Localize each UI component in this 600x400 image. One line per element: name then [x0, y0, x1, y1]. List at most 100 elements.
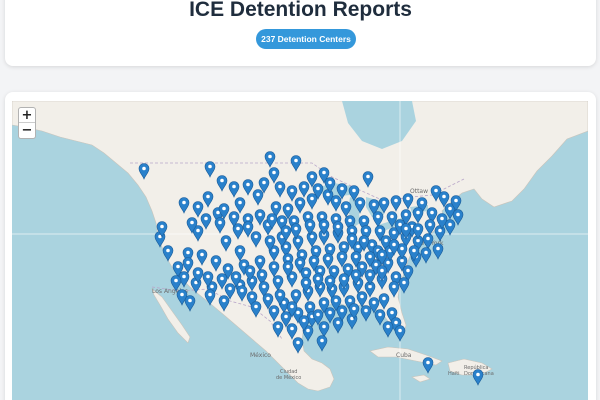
detention-center-marker[interactable]	[172, 261, 184, 278]
detention-center-marker[interactable]	[186, 217, 198, 234]
detention-center-marker[interactable]	[408, 245, 420, 262]
detention-center-marker[interactable]	[294, 197, 306, 214]
detention-center-marker[interactable]	[272, 275, 284, 292]
detention-center-marker[interactable]	[286, 323, 298, 340]
detention-center-marker[interactable]	[306, 171, 318, 188]
detention-center-marker[interactable]	[204, 161, 216, 178]
detention-center-marker[interactable]	[426, 207, 438, 224]
detention-center-marker[interactable]	[304, 219, 316, 236]
detention-center-marker[interactable]	[256, 269, 268, 286]
detention-center-marker[interactable]	[254, 209, 266, 226]
detention-center-marker[interactable]	[214, 217, 226, 234]
detention-center-marker[interactable]	[312, 273, 324, 290]
detention-center-marker[interactable]	[376, 265, 388, 282]
detention-center-marker[interactable]	[216, 273, 228, 290]
detention-center-marker[interactable]	[452, 209, 464, 226]
detention-center-marker[interactable]	[274, 181, 286, 198]
detention-center-marker[interactable]	[290, 289, 302, 306]
detention-center-marker[interactable]	[192, 225, 204, 242]
detention-center-marker[interactable]	[268, 261, 280, 278]
detention-center-marker[interactable]	[258, 281, 270, 298]
detention-center-marker[interactable]	[170, 275, 182, 292]
detention-center-marker[interactable]	[400, 209, 412, 226]
detention-center-marker[interactable]	[438, 191, 450, 208]
detention-center-marker[interactable]	[230, 271, 242, 288]
detention-center-marker[interactable]	[192, 267, 204, 284]
detention-center-marker[interactable]	[218, 203, 230, 220]
detention-center-marker[interactable]	[204, 289, 216, 306]
detention-center-marker[interactable]	[394, 325, 406, 342]
detention-center-marker[interactable]	[264, 235, 276, 252]
detention-center-marker[interactable]	[374, 309, 386, 326]
detention-center-marker[interactable]	[280, 225, 292, 242]
detention-center-marker[interactable]	[290, 223, 302, 240]
detention-center-marker[interactable]	[360, 305, 372, 322]
detention-center-marker[interactable]	[422, 357, 434, 374]
detention-center-marker[interactable]	[362, 171, 374, 188]
detention-center-marker[interactable]	[252, 189, 264, 206]
detention-center-marker[interactable]	[378, 197, 390, 214]
detention-center-marker[interactable]	[336, 251, 348, 268]
detention-center-marker[interactable]	[182, 257, 194, 274]
detention-center-marker[interactable]	[444, 203, 456, 220]
detention-center-marker[interactable]	[298, 315, 310, 332]
detention-center-marker[interactable]	[424, 219, 436, 236]
detention-center-marker[interactable]	[318, 167, 330, 184]
detention-center-marker[interactable]	[218, 295, 230, 312]
detention-center-marker[interactable]	[324, 177, 336, 194]
detention-center-marker[interactable]	[330, 195, 342, 212]
detention-center-marker[interactable]	[192, 201, 204, 218]
detention-center-marker[interactable]	[254, 255, 266, 272]
detention-center-marker[interactable]	[356, 291, 368, 308]
detention-center-marker[interactable]	[292, 337, 304, 354]
detention-center-marker[interactable]	[394, 219, 406, 236]
detention-center-marker[interactable]	[364, 251, 376, 268]
detention-center-marker[interactable]	[368, 199, 380, 216]
detention-center-marker[interactable]	[300, 277, 312, 294]
detention-center-marker[interactable]	[332, 317, 344, 334]
detention-center-marker[interactable]	[234, 197, 246, 214]
detention-center-marker[interactable]	[422, 233, 434, 250]
detention-center-marker[interactable]	[280, 311, 292, 328]
detention-center-marker[interactable]	[350, 269, 362, 286]
zoom-in-button[interactable]: +	[19, 108, 35, 123]
detention-center-marker[interactable]	[306, 231, 318, 248]
detention-center-marker[interactable]	[312, 183, 324, 200]
detention-center-marker[interactable]	[318, 321, 330, 338]
detention-center-marker[interactable]	[308, 255, 320, 272]
detention-center-marker[interactable]	[202, 191, 214, 208]
detention-center-marker[interactable]	[386, 211, 398, 228]
detention-center-marker[interactable]	[444, 219, 456, 236]
detention-center-marker[interactable]	[162, 245, 174, 262]
detention-center-marker[interactable]	[412, 223, 424, 240]
detention-center-marker[interactable]	[300, 267, 312, 284]
detention-center-marker[interactable]	[298, 181, 310, 198]
detention-center-marker[interactable]	[242, 179, 254, 196]
detention-center-marker[interactable]	[348, 185, 360, 202]
detention-center-marker[interactable]	[270, 201, 282, 218]
detention-center-marker[interactable]	[402, 193, 414, 210]
detention-center-marker[interactable]	[330, 295, 342, 312]
detention-center-marker[interactable]	[368, 297, 380, 314]
detention-center-marker[interactable]	[224, 283, 236, 300]
detention-center-marker[interactable]	[434, 225, 446, 242]
detention-center-marker[interactable]	[222, 263, 234, 280]
detention-center-marker[interactable]	[388, 281, 400, 298]
detention-center-marker[interactable]	[372, 211, 384, 228]
detention-center-marker[interactable]	[274, 289, 286, 306]
detention-center-marker[interactable]	[210, 255, 222, 272]
detention-center-marker[interactable]	[318, 297, 330, 314]
detention-center-marker[interactable]	[184, 295, 196, 312]
detention-center-marker[interactable]	[156, 221, 168, 238]
detention-center-marker[interactable]	[282, 261, 294, 278]
detention-center-marker[interactable]	[286, 301, 298, 318]
detention-center-marker[interactable]	[378, 293, 390, 310]
detention-center-marker[interactable]	[374, 225, 386, 242]
detention-center-marker[interactable]	[324, 275, 336, 292]
detention-center-marker[interactable]	[306, 193, 318, 210]
detention-center-marker[interactable]	[268, 305, 280, 322]
detention-center-marker[interactable]	[346, 233, 358, 250]
detention-center-marker[interactable]	[312, 309, 324, 326]
detention-center-marker[interactable]	[396, 243, 408, 260]
detention-center-marker[interactable]	[294, 257, 306, 274]
